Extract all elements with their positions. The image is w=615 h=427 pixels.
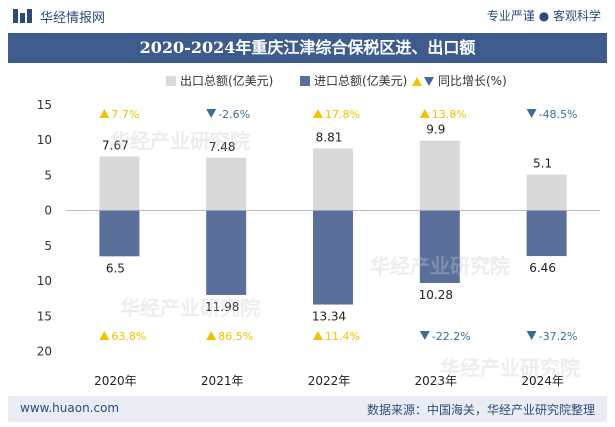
bar-export — [419, 140, 460, 211]
growth-label-export: -2.6% — [218, 108, 250, 121]
legend-label-export: 出口总额(亿美元) — [180, 73, 273, 88]
data-label-import: 10.28 — [419, 288, 453, 302]
legend-label-growth: 同比增长(%) — [438, 74, 507, 88]
growth-label-export-up-arrow-icon — [99, 109, 110, 118]
bar-import — [99, 210, 140, 257]
footer: www.huaon.com 数据来源：中国海关，华经产业研究院整理 — [8, 396, 607, 422]
x-tick-label: 2024年 — [521, 374, 564, 388]
bar-import — [419, 210, 460, 283]
data-label-import: 6.46 — [529, 261, 556, 275]
footer-url[interactable]: www.huaon.com — [20, 401, 120, 415]
growth-label-import: -37.2% — [539, 330, 578, 343]
watermark: 华经产业研究院 — [440, 356, 580, 380]
growth-label-export-down-arrow-icon — [526, 109, 537, 118]
data-label-import: 11.98 — [205, 300, 239, 314]
x-tick-label: 2022年 — [308, 374, 351, 388]
site-name[interactable]: 华经情报网 — [40, 11, 106, 26]
x-tick-label: 2020年 — [94, 374, 137, 388]
growth-label-import: 63.8% — [111, 330, 146, 343]
bar-import — [313, 210, 353, 305]
legend-swatch-import — [300, 76, 310, 86]
growth-label-export: -48.5% — [539, 108, 578, 121]
growth-label-import-up-arrow-icon — [99, 331, 110, 340]
watermark: 华经产业研究院 — [370, 254, 510, 278]
legend-swatch-export — [166, 76, 176, 86]
legend-up-arrow-icon — [412, 77, 422, 86]
growth-label-import-down-arrow-icon — [419, 331, 430, 340]
data-label-export: 8.81 — [316, 130, 343, 144]
x-tick-label: 2023年 — [415, 374, 458, 388]
growth-label-import-down-arrow-icon — [526, 331, 537, 340]
bar-export — [313, 148, 353, 211]
y-tick-label: 10 — [37, 133, 52, 147]
growth-label-import: -22.2% — [432, 330, 471, 343]
growth-label-export: 7.7% — [111, 108, 139, 121]
watermark: 华经产业研究院 — [110, 129, 250, 153]
growth-label-export-up-arrow-icon — [419, 109, 430, 118]
bar-export — [526, 174, 567, 211]
chart-title: 2020-2024年重庆江津综合保税区进、出口额 — [139, 38, 476, 57]
growth-label-import: 86.5% — [218, 330, 253, 343]
data-label-export: 7.67 — [102, 138, 129, 152]
data-label-export: 7.48 — [209, 140, 236, 154]
watermark: 华经产业研究院 — [120, 296, 260, 320]
growth-label-export: 17.8% — [325, 108, 360, 121]
data-label-import: 6.5 — [106, 261, 125, 275]
legend-label-import: 进口总额(亿美元) — [314, 73, 407, 88]
chart: 15 10 5 0 5 10 15 20 出口总额(亿美元) 进口总额(亿美元) 同比增长(%) 7.… — [37, 73, 600, 388]
data-label-export: 5.1 — [533, 157, 552, 171]
y-tick-label: 5 — [44, 239, 52, 253]
top-bar: 华经情报网 专业严谨 ● 客观科学 — [0, 0, 615, 32]
footer-source: 数据来源：中国海关，华经产业研究院整理 — [366, 403, 595, 417]
y-tick-label: 15 — [37, 309, 52, 323]
growth-label-import: 11.4% — [325, 330, 360, 343]
bar-chart-logo-icon — [13, 9, 32, 23]
data-label-export: 9.9 — [426, 123, 445, 137]
growth-label-import-up-arrow-icon — [313, 331, 323, 340]
data-label-import: 13.34 — [312, 310, 346, 324]
growth-label-export-up-arrow-icon — [313, 109, 323, 118]
bar-import — [206, 210, 247, 295]
bar-export — [99, 156, 140, 211]
x-tick-label: 2021年 — [201, 374, 244, 388]
title-bar: 2020-2024年重庆江津综合保税区进、出口额 — [8, 33, 607, 63]
y-tick-label: 5 — [44, 168, 52, 182]
growth-label-export: 13.8% — [432, 108, 467, 121]
y-tick-label: 20 — [37, 345, 52, 359]
y-tick-label: 10 — [37, 274, 52, 288]
growth-label-import-up-arrow-icon — [206, 331, 217, 340]
bar-import — [526, 210, 567, 257]
growth-label-export-down-arrow-icon — [206, 109, 217, 118]
tagline: 专业严谨 ● 客观科学 — [486, 9, 601, 23]
y-tick-label: 0 — [44, 204, 52, 218]
bar-export — [206, 157, 247, 211]
y-tick-label: 15 — [37, 98, 52, 112]
legend-down-arrow-icon — [424, 77, 434, 86]
